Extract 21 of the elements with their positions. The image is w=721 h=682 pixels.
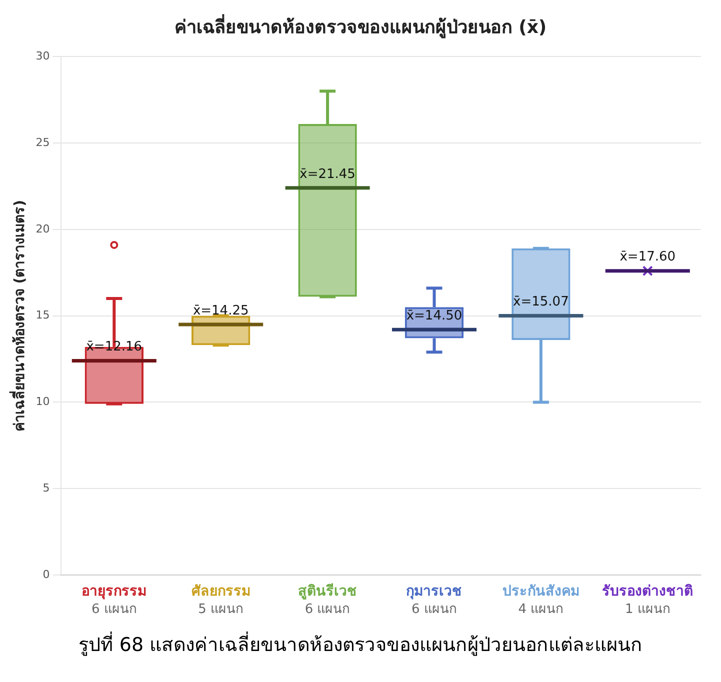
x-tick-label: ประกันสังคม 4 แผนก (502, 584, 580, 617)
annotation: x̄=14.50 (406, 308, 462, 324)
x-tick-label: กุมารเวช 6 แผนก (406, 584, 462, 617)
annotation: x̄=17.60 (620, 250, 676, 265)
y-tick-label: 20 (36, 222, 50, 236)
annotation: x̄=15.07 (513, 294, 569, 310)
x-tick-label: รับรองต่างชาติ 1 แผนก (602, 584, 694, 617)
y-tick-label: 25 (36, 136, 50, 149)
x-tick-label: อายุรกรรม 6 แผนก (82, 584, 147, 617)
y-tick-label: 30 (36, 49, 50, 62)
x-tick-label: สูตินรีเวช 6 แผนก (298, 584, 358, 617)
y-tick-label: 15 (36, 308, 50, 322)
y-tick-label: 5 (42, 481, 50, 494)
text: รูปที่ 68 แสดงค่าเฉลี่ยขนาดห้องตรวจของแผนกผู้ป่วยนอกแต่ละแผนก (77, 630, 644, 658)
y-tick-label: 0 (42, 568, 50, 581)
annotation: x̄=14.25 (192, 303, 249, 318)
y-axis-title: ค่าเฉลี่ยขนาดห้องตรวจ (ตารางเมตร) (9, 200, 28, 432)
annotation: x̄=21.45 (300, 166, 356, 182)
x-tick-label: ศัลยกรรม 5 แผนก (191, 584, 250, 617)
chart-title: ค่าเฉลี่ยขนาดห้องตรวจของแผนกผู้ป่วยนอก (x̄) (173, 13, 548, 40)
y-tick-label: 10 (36, 395, 50, 408)
